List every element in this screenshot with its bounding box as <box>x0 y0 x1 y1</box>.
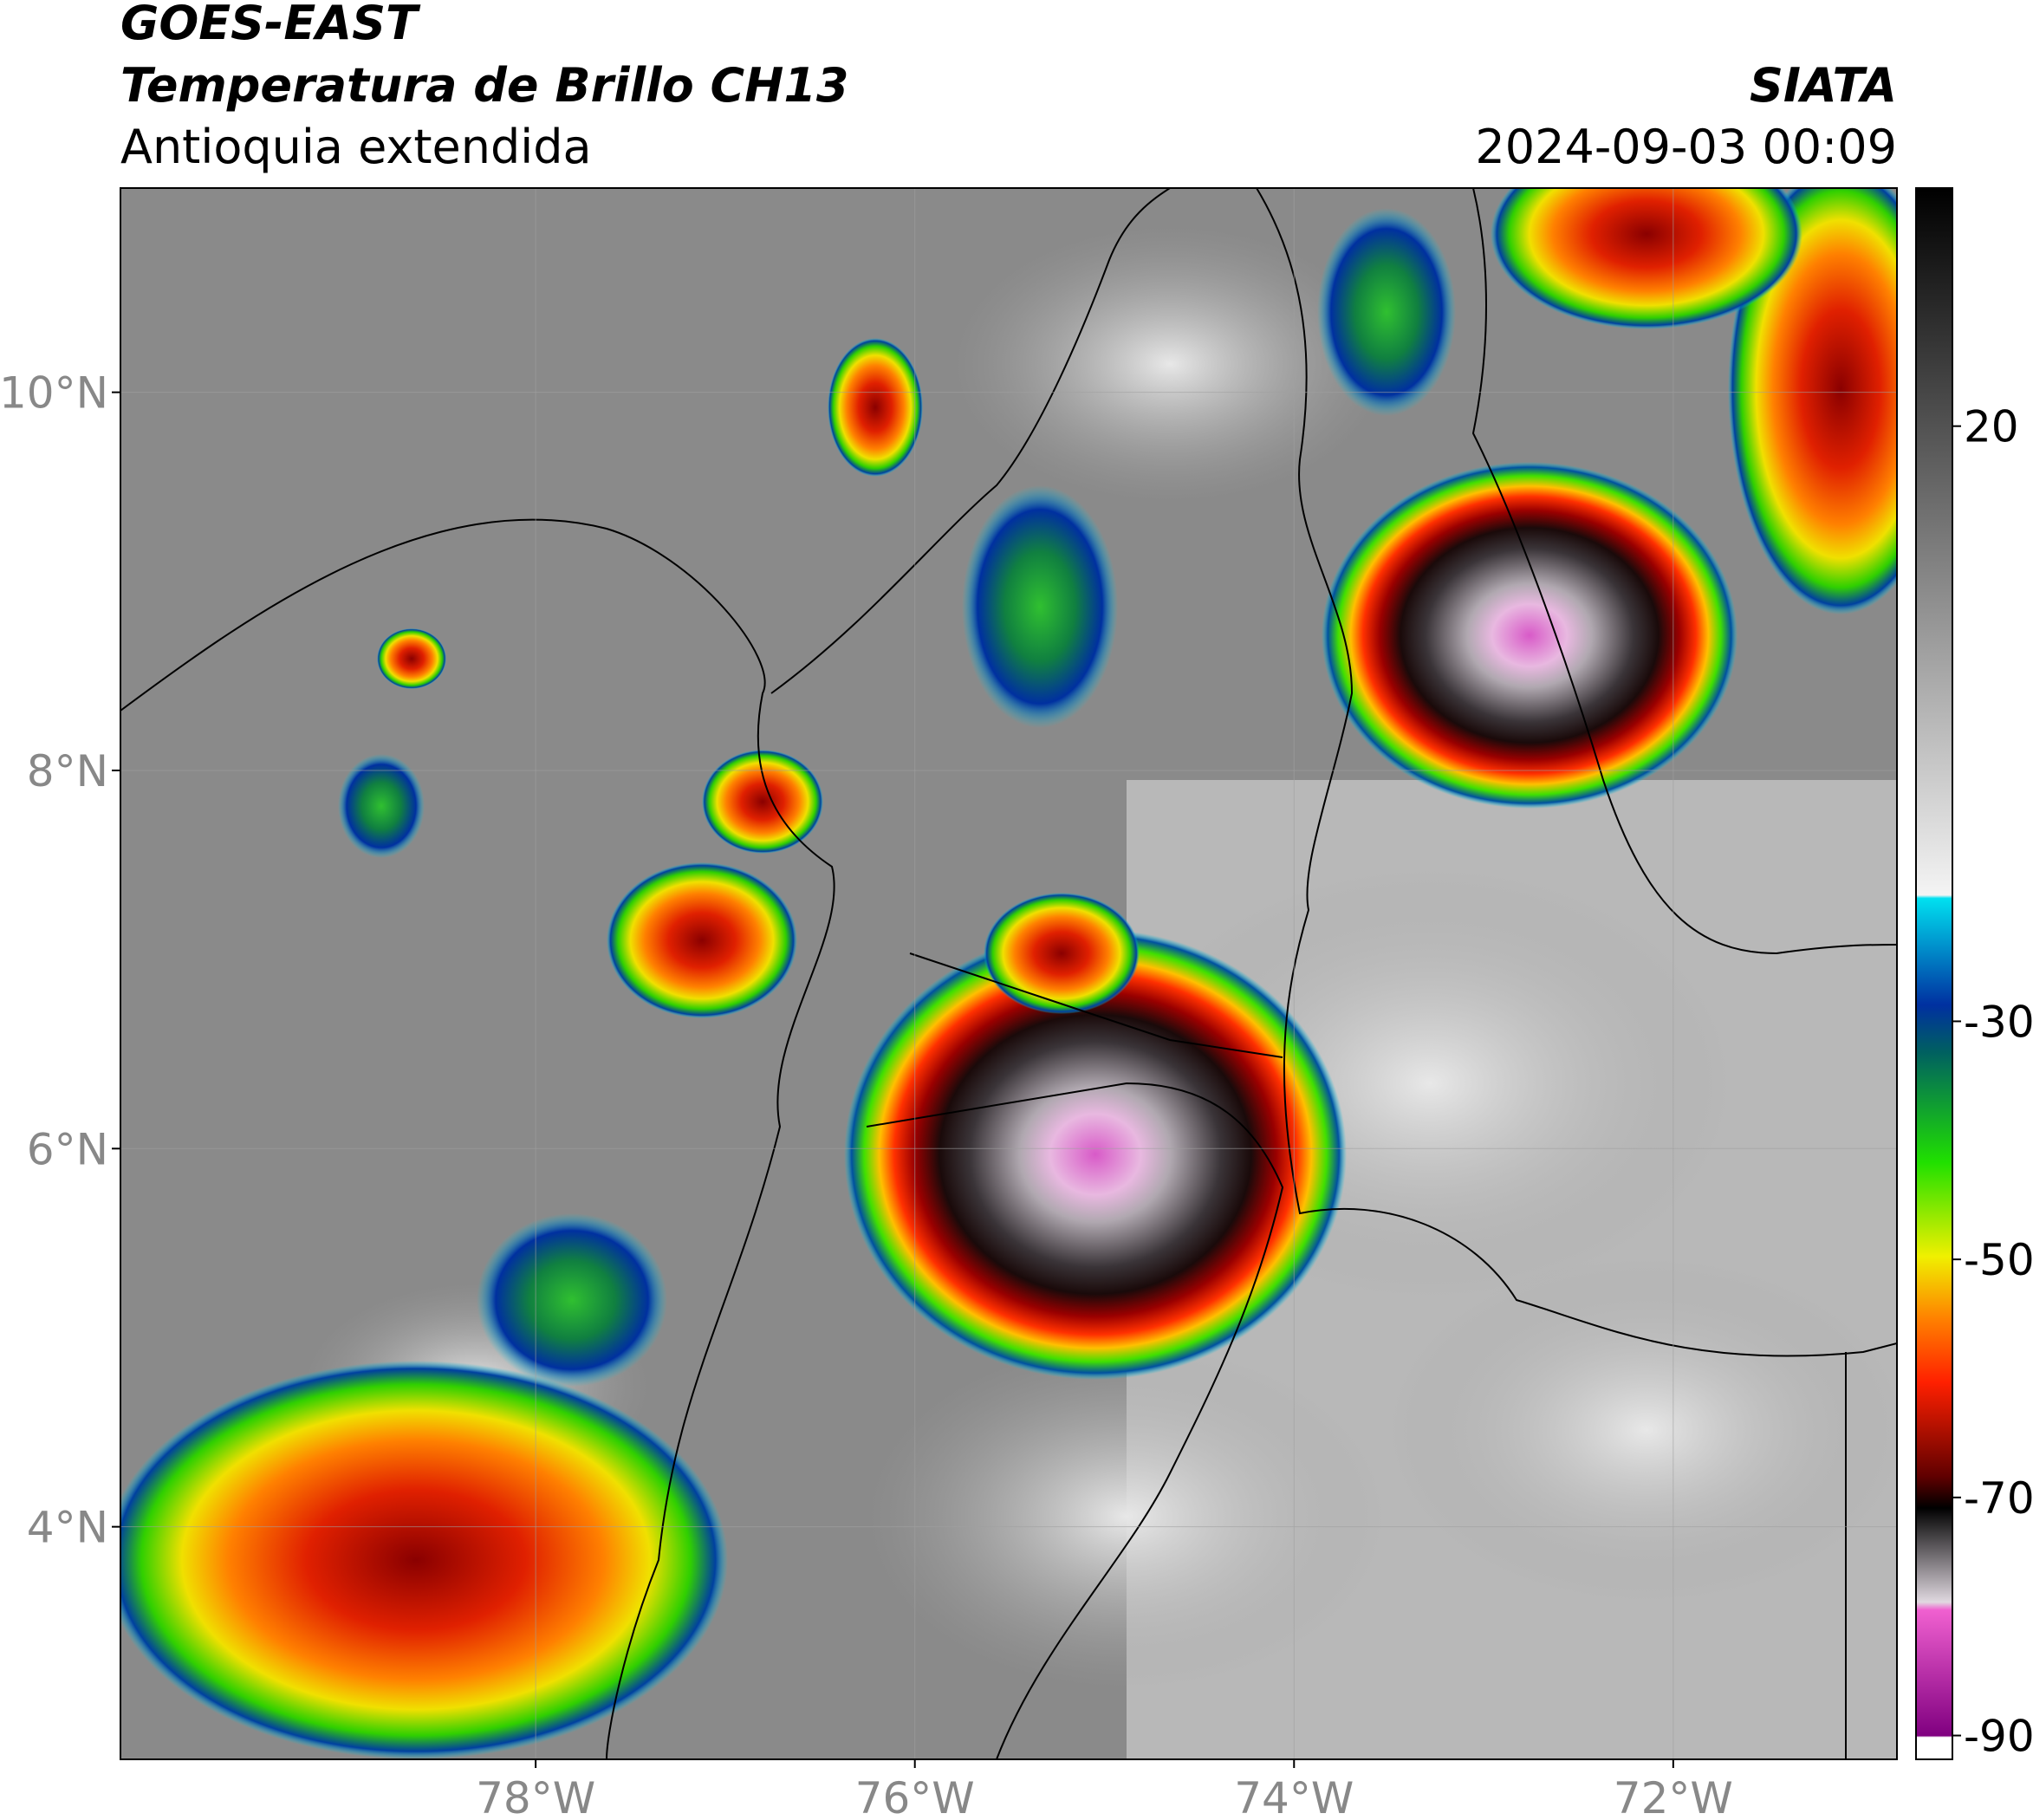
map-frame <box>120 187 1898 1760</box>
lat-tick-label: 8°N <box>27 746 108 796</box>
lon-tick-label: 76°W <box>855 1773 975 1820</box>
lat-tick-label: 6°N <box>27 1124 108 1174</box>
colorbar-tick-label: -70 <box>1964 1473 2033 1524</box>
subtitle: Temperatura de Brillo CH13 <box>120 58 849 113</box>
satellite-image <box>120 188 1897 1759</box>
colorbar-tick-label: -90 <box>1964 1712 2033 1762</box>
title: GOES-EAST <box>120 0 421 50</box>
lat-tick-label: 4°N <box>27 1503 108 1553</box>
source: SIATA <box>1750 58 1897 113</box>
lon-tick-label: 72°W <box>1614 1773 1733 1820</box>
colorbar-tick-label: -30 <box>1964 997 2033 1047</box>
lat-tick-label: 10°N <box>0 368 108 419</box>
colorbar-tick-label: -50 <box>1964 1235 2033 1285</box>
grid <box>120 188 1897 1759</box>
region: Antioquia extendida <box>120 120 592 174</box>
colorbar <box>1915 187 1953 1760</box>
lon-tick-label: 78°W <box>476 1773 595 1820</box>
datetime: 2024-09-03 00:09 <box>1475 120 1897 174</box>
colorbar-tick-label: 20 <box>1964 402 2019 452</box>
lon-tick-label: 74°W <box>1234 1773 1354 1820</box>
